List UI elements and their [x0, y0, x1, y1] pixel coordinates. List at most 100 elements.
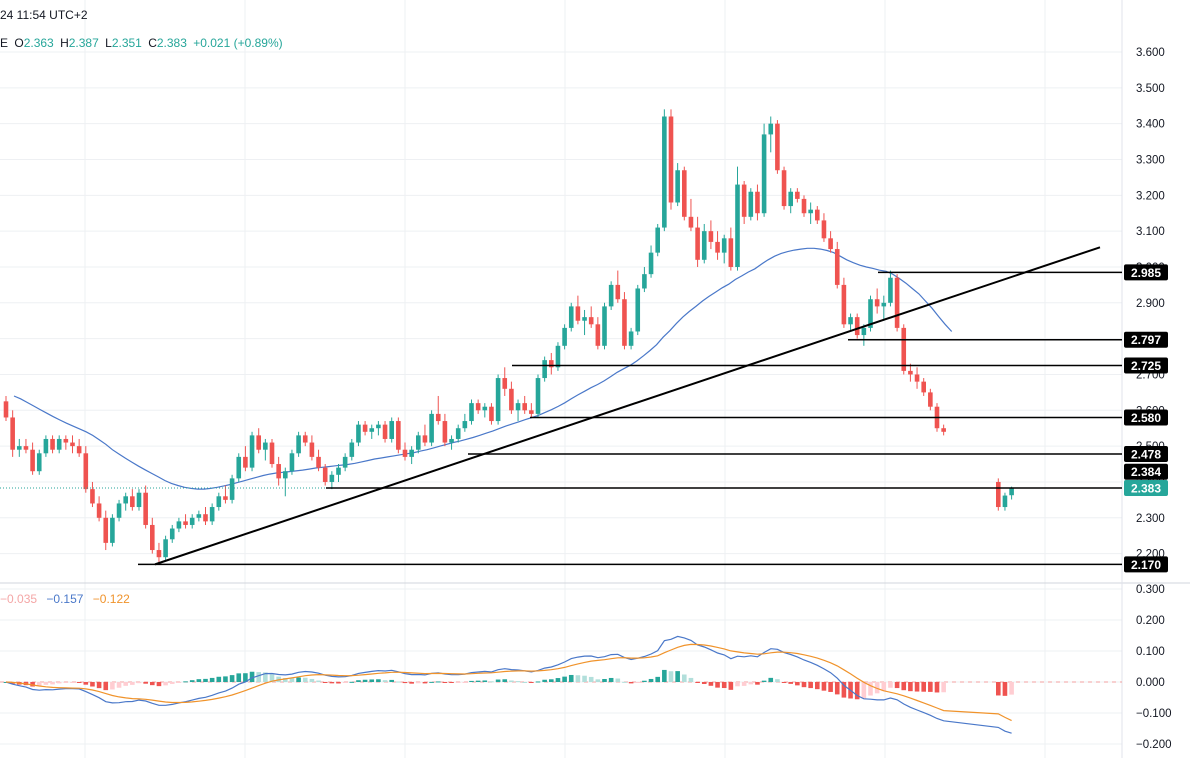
timestamp-text: 24 11:54 UTC+2 — [0, 8, 88, 22]
price-tick-label: 3.200 — [1136, 190, 1165, 202]
candle-down — [422, 435, 428, 443]
macd-histogram-bar — [748, 682, 754, 685]
candle-up — [662, 116, 667, 228]
macd-layer — [0, 635, 1122, 734]
candle-up — [462, 421, 468, 429]
macd-histogram-bar — [322, 682, 328, 683]
macd-histogram-bar — [996, 682, 1001, 696]
macd-histogram-bar — [169, 682, 175, 684]
macd-histogram-bar — [841, 682, 847, 698]
price-tick-label: 3.600 — [1136, 47, 1165, 59]
candle-down — [828, 238, 833, 250]
candle-down — [382, 424, 388, 439]
candle-down — [775, 123, 780, 171]
macd-histogram-bar — [76, 682, 82, 683]
macd-histogram-bar — [30, 682, 35, 687]
price-tags: 2.985 2.797 2.725 2.580 2.478 2.384 2.383 2.170 — [1124, 264, 1168, 573]
candle-down — [256, 435, 261, 450]
candle-up — [17, 446, 22, 450]
support-trendline[interactable] — [154, 246, 1101, 566]
macd-histogram-bar — [562, 676, 567, 682]
candle-up — [349, 442, 355, 457]
macd-histogram-bar — [362, 679, 368, 682]
macd-histogram-bar — [834, 682, 840, 695]
candle-down — [781, 170, 787, 207]
macd-histogram-bar — [555, 678, 561, 682]
macd-histogram-bar — [455, 682, 461, 683]
macd-histogram-bar — [402, 682, 408, 684]
macd-histogram-bar — [648, 678, 654, 682]
macd-histogram-bar — [110, 682, 115, 690]
price-axis[interactable]: 3.6003.5003.4003.3003.2003.1003.0002.900… — [1136, 47, 1172, 751]
price-tag-label: 2.170 — [1131, 558, 1161, 572]
macd-histogram-bar — [349, 681, 355, 683]
candle-down — [682, 170, 687, 217]
candle-up — [416, 435, 421, 450]
candle-up — [582, 317, 587, 321]
candle-up — [808, 209, 813, 214]
macd-histogram-bar — [163, 682, 168, 686]
macd-histogram-bar — [642, 680, 647, 682]
macd-histogram-bar — [502, 679, 508, 682]
candle-down — [489, 406, 494, 422]
candle-down — [316, 456, 321, 468]
price-tick-label: 2.900 — [1136, 298, 1165, 310]
macd-histogram-bar — [675, 671, 680, 682]
candle-down — [854, 317, 860, 336]
candle-up — [263, 442, 268, 450]
candle-up — [868, 299, 873, 328]
candle-down — [549, 360, 554, 368]
macd-histogram-bar — [914, 682, 920, 692]
close-label: C — [148, 36, 157, 50]
macd-histogram-bar — [575, 675, 581, 682]
macd-histogram-bar — [70, 682, 75, 683]
candle-down — [183, 521, 188, 525]
macd-histogram-bar — [761, 680, 767, 682]
macd-histogram-bar — [1009, 682, 1014, 695]
macd-histogram-bar — [741, 682, 747, 686]
candle-down — [223, 496, 228, 500]
macd-histogram-bar — [854, 682, 860, 700]
macd-histogram-bar — [888, 682, 893, 688]
candle-up — [701, 231, 707, 260]
price-tag-label: 2.383 — [1131, 482, 1161, 496]
macd-histogram-bar — [695, 682, 700, 683]
candle-down — [143, 492, 148, 525]
macd-histogram-bar — [336, 682, 341, 684]
candle-up — [329, 474, 335, 482]
candle-down — [475, 403, 481, 411]
macd-histogram-bar — [289, 678, 295, 682]
macd-histogram-bar — [369, 679, 375, 682]
candle-down — [156, 550, 162, 558]
candle-up — [788, 191, 793, 207]
candle-down — [203, 514, 208, 522]
price-tag-label: 2.384 — [1131, 465, 1161, 479]
macd-histogram-bar — [815, 682, 820, 690]
macd-histogram-bar — [96, 682, 102, 689]
candle-up — [555, 345, 561, 368]
candle-up — [515, 403, 521, 411]
candle-down — [30, 449, 35, 472]
candle-down — [269, 442, 275, 465]
macd-histogram-bar — [223, 676, 228, 682]
candle-down — [130, 496, 135, 508]
candle-up — [449, 438, 454, 443]
macd-histogram-bar — [116, 682, 122, 688]
candle-down — [10, 417, 15, 450]
drawings-layer[interactable] — [0, 246, 1122, 566]
price-tag-label: 2.797 — [1131, 333, 1161, 347]
candle-down — [668, 116, 674, 203]
current-price-tag — [1124, 480, 1168, 497]
macd-histogram-bar — [482, 680, 488, 682]
candle-up — [209, 507, 215, 522]
candle-up — [881, 302, 887, 307]
macd-histogram-bar — [90, 682, 95, 687]
price-tick-label: 3.100 — [1136, 226, 1165, 238]
candle-up — [735, 184, 740, 267]
moving-average-line — [13, 247, 953, 490]
macd-histogram-bar — [881, 682, 887, 692]
candle-up — [495, 378, 501, 422]
macd-histogram-bar — [582, 675, 587, 682]
